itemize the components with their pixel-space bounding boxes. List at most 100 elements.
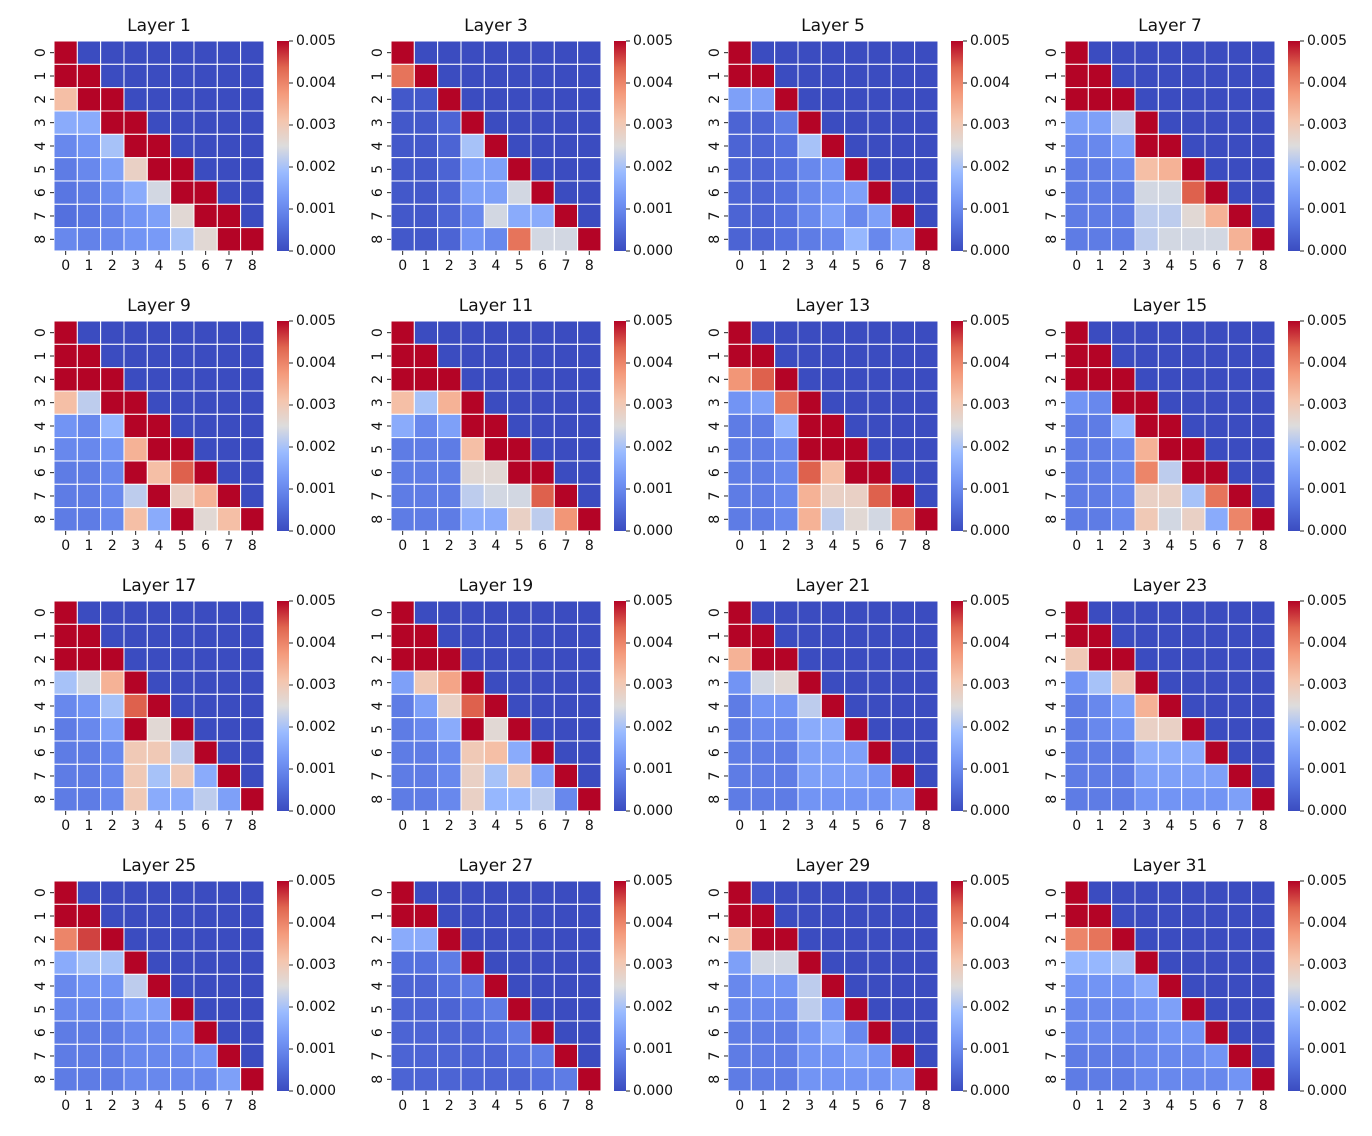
heatmap-cell [1181, 343, 1206, 369]
heatmap-cell [1227, 110, 1253, 135]
heatmap-cell [413, 133, 439, 159]
heatmap-cell [553, 203, 579, 229]
heatmap-cell [530, 110, 555, 135]
heatmap-cell [750, 763, 776, 789]
heatmap-cell [123, 763, 148, 789]
heatmap-cell [437, 413, 462, 439]
heatmap-panel: Layer 10 1 2 3 4 5 6 7 80123456780.0000.0010.002… [33, 16, 336, 274]
heatmap-cell [240, 227, 265, 252]
heatmap-cell [820, 507, 846, 532]
y-tick-label: 5 [707, 165, 723, 174]
heatmap-cell [170, 320, 195, 345]
heatmap-cell [1157, 880, 1183, 905]
heatmap-cell [123, 460, 148, 485]
heatmap-cell [437, 320, 462, 345]
x-tick-label: 4 [155, 1098, 164, 1114]
heatmap-cell [844, 1067, 869, 1092]
heatmap-cell [507, 717, 532, 742]
colorbar-tick-label: 0.001 [1307, 1041, 1347, 1057]
y-tick-label: 5 [1044, 1005, 1060, 1014]
heatmap-cell [820, 927, 846, 952]
heatmap-cell [413, 87, 439, 112]
heatmap-cell [774, 390, 799, 415]
heatmap-cell [727, 717, 752, 742]
x-tick-label: 6 [1212, 1098, 1221, 1114]
heatmap-cell [797, 973, 822, 999]
heatmap-cell [170, 927, 195, 952]
heatmap-cell [76, 693, 102, 719]
heatmap-cell [146, 997, 172, 1022]
heatmap-cell [797, 1043, 822, 1069]
colorbar-tick-label: 0.003 [296, 677, 336, 693]
heatmap-cell [1204, 203, 1229, 229]
heatmap-cell [1181, 647, 1206, 672]
heatmap-cell [100, 87, 125, 112]
heatmap-cell [844, 787, 869, 812]
heatmap-cell [750, 40, 776, 65]
y-tick-label: 4 [370, 421, 386, 430]
y-tick-label: 6 [1044, 468, 1060, 477]
x-tick-label: 1 [1096, 258, 1105, 274]
heatmap-cell [76, 390, 102, 415]
x-tick-label: 3 [1142, 538, 1151, 554]
y-tick-label: 8 [33, 1075, 49, 1084]
x-tick-label: 7 [1236, 1098, 1245, 1114]
heatmap-cell [867, 437, 892, 462]
x-tick-label: 7 [225, 818, 234, 834]
heatmap-cell [483, 437, 509, 462]
heatmap-cell [53, 320, 78, 345]
heatmap-cell [146, 880, 172, 905]
heatmap-cell [1111, 1043, 1136, 1069]
y-tick-label: 1 [370, 912, 386, 921]
heatmap-cell [1134, 1020, 1159, 1045]
heatmap-cell [1064, 157, 1089, 182]
heatmap-cell [76, 973, 102, 999]
heatmap-cell [867, 670, 892, 695]
heatmap-cell [76, 157, 102, 182]
heatmap-cell [577, 483, 602, 509]
heatmap-cell [123, 157, 148, 182]
heatmap-cell [890, 343, 916, 369]
heatmap-cell [170, 203, 195, 229]
heatmap-cell [844, 390, 869, 415]
heatmap-cell [774, 483, 799, 509]
heatmap-cell [193, 367, 218, 392]
heatmap-cell [193, 180, 218, 205]
heatmap-cell [797, 740, 822, 765]
heatmap-cell [413, 367, 439, 392]
heatmap-cell [507, 1067, 532, 1092]
heatmap-cell [844, 227, 869, 252]
heatmap-cell [53, 693, 78, 719]
colorbar-tick-label: 0.001 [296, 761, 336, 777]
x-tick-label: 6 [1212, 538, 1221, 554]
heatmap-cell [507, 763, 532, 789]
heatmap-cell [193, 1020, 218, 1045]
heatmap-cell [1087, 320, 1113, 345]
x-tick-label: 2 [108, 818, 117, 834]
heatmap-cell [76, 203, 102, 229]
heatmap-cell [193, 763, 218, 789]
heatmap-cell [53, 437, 78, 462]
heatmap-cell [774, 717, 799, 742]
heatmap-cell [727, 413, 752, 439]
y-tick-label: 3 [33, 118, 49, 127]
heatmap-cell [1181, 717, 1206, 742]
heatmap-cell [100, 880, 125, 905]
heatmap-cell [553, 973, 579, 999]
heatmap-cell [1227, 227, 1253, 252]
heatmap-cell [437, 623, 462, 649]
heatmap-cell [1064, 950, 1089, 975]
heatmap-cell [437, 40, 462, 65]
heatmap-cell [820, 460, 846, 485]
heatmap-cell [820, 180, 846, 205]
heatmap-cell [100, 367, 125, 392]
heatmap-cell [530, 343, 555, 369]
x-tick-label: 1 [759, 1098, 768, 1114]
heatmap-cell [483, 110, 509, 135]
heatmap-cell [146, 507, 172, 532]
heatmap-cell [100, 903, 125, 929]
y-tick-label: 3 [370, 398, 386, 407]
y-tick-label: 0 [1044, 888, 1060, 897]
heatmap-cell [240, 133, 265, 159]
heatmap-cell [844, 950, 869, 975]
